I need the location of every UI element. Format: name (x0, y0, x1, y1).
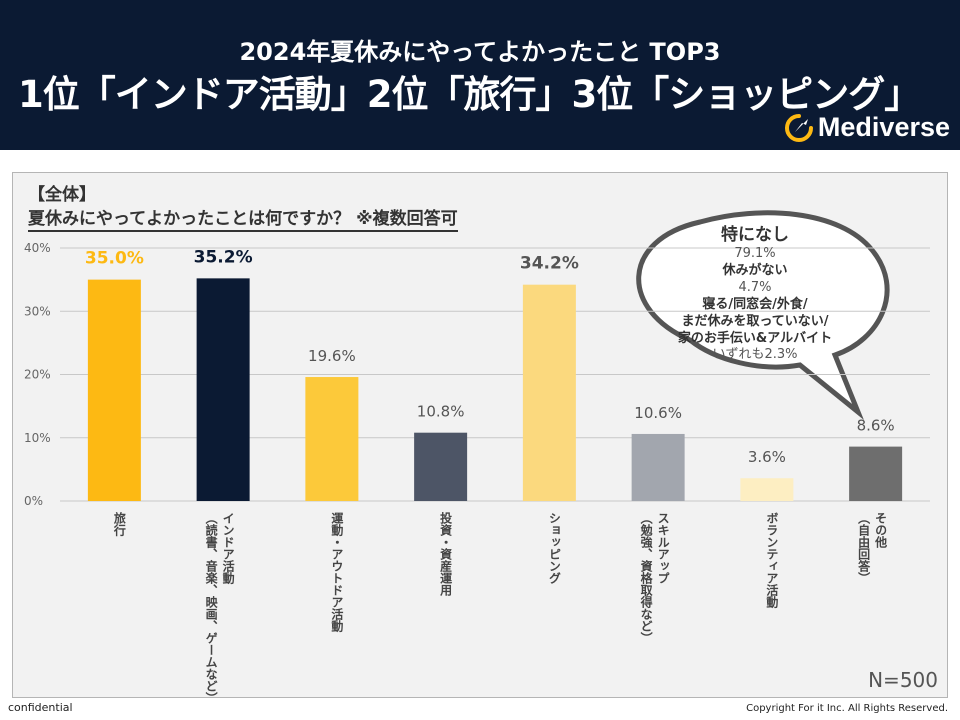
value-label: 8.6% (857, 417, 895, 435)
rocket-logo-icon (784, 113, 813, 142)
category-label: 投資・資産運用 (439, 511, 453, 597)
y-tick-label: 40% (24, 241, 51, 255)
value-label: 10.6% (634, 404, 682, 422)
bar (87, 279, 141, 501)
bar (631, 433, 685, 501)
bubble-title-value: 79.1% (734, 246, 776, 262)
y-tick-label: 20% (24, 368, 51, 382)
y-tick-label: 0% (24, 494, 43, 508)
speech-bubble-text: 特になし 79.1% 休みがない 4.7% 寝る/同窓会/外食/ まだ休みを取っ… (650, 224, 860, 364)
bubble-item2-value: 4.7% (738, 279, 772, 295)
speech-bubble-shape (636, 210, 890, 421)
bubble-item3-line1: 寝る/同窓会/外食/ (702, 296, 808, 312)
bar (414, 432, 468, 501)
value-label: 10.8% (417, 403, 465, 421)
mediverse-logo: Mediverse (784, 112, 950, 143)
category-label: ショッピング (547, 512, 561, 584)
category-label: その他（自由回答） (857, 512, 888, 584)
bar (849, 446, 903, 501)
sample-size: N=500 (868, 668, 938, 692)
header-banner: 2024年夏休みにやってよかったこと TOP3 1位「インドア活動」2位「旅行」… (0, 0, 960, 150)
category-label: 旅行 (112, 511, 126, 537)
logo-text: Mediverse (817, 112, 950, 142)
value-label: 3.6% (748, 448, 786, 466)
bubble-item2-label: 休みがない (722, 262, 788, 278)
value-label: 35.0% (85, 249, 144, 269)
y-tick-label: 30% (24, 304, 51, 318)
header-headline: 1位「インドア活動」2位「旅行」3位「ショッピング」 (18, 73, 921, 116)
category-label: スキルアップ（勉強、資格取得など） (639, 512, 670, 644)
footer-confidential: confidential (8, 701, 73, 714)
bar (740, 478, 794, 501)
y-tick-label: 10% (24, 431, 51, 445)
bubble-item3-line2: まだ休みを取っていない/ (681, 313, 829, 329)
category-label: 運動・アウトドア活動 (330, 512, 344, 633)
value-label: 35.2% (194, 247, 253, 267)
header-subtitle: 2024年夏休みにやってよかったこと TOP3 (239, 38, 721, 66)
category-label: ボランティア活動 (765, 512, 779, 609)
bubble-title: 特になし (721, 225, 789, 245)
value-label: 34.2% (520, 254, 579, 274)
question-label: 【全体】 (28, 185, 96, 205)
bar (522, 284, 576, 501)
question-text: 夏休みにやってよかったことは何ですか？ ※複数回答可 (28, 204, 458, 232)
bubble-item3-value: いずれも2.3% (712, 347, 798, 363)
value-label: 19.6% (308, 347, 356, 365)
footer-copyright: Copyright For it Inc. All Rights Reserve… (746, 703, 948, 714)
bubble-item3-line3: 家のお手伝い&アルバイト (677, 330, 833, 346)
bar (305, 377, 359, 501)
bar (196, 278, 250, 501)
category-label: インドア活動（読書、音楽、映画、ゲームなど） (204, 512, 235, 704)
